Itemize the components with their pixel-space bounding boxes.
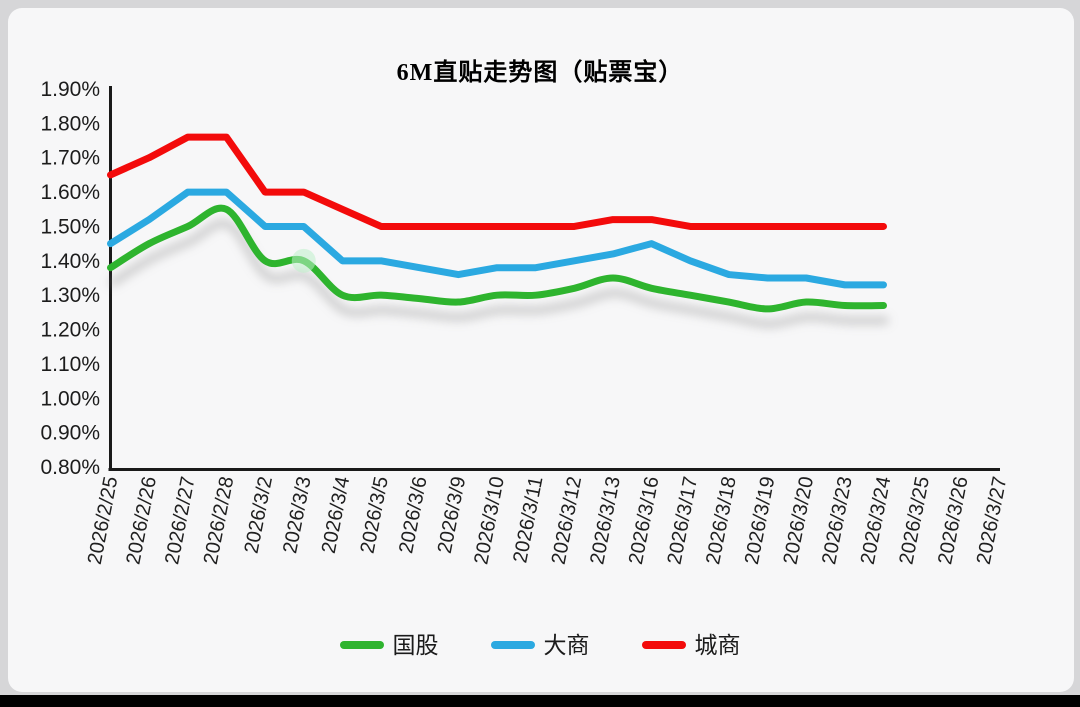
x-axis-tick-label: 2026/3/9 [434,475,470,556]
x-axis-tick-label: 2026/3/19 [741,475,780,567]
x-axis-tick-label: 2026/3/11 [509,475,547,565]
legend-item-1[interactable]: 大商 [490,631,590,659]
y-axis-tick-label: 1.60% [40,181,100,204]
chart-title: 6M直贴走势图（贴票宝） [396,60,684,86]
x-axis-tick-label: 2026/3/20 [780,475,819,567]
x-axis-tick-label: 2026/3/27 [973,475,1012,567]
x-axis-tick-label: 2026/3/12 [548,475,587,567]
y-axis-tick-label: 1.50% [40,215,100,238]
x-axis-tick-label: 2026/2/28 [200,475,239,567]
legend-label: 大商 [543,632,590,658]
x-axis-tick-label: 2026/3/17 [664,475,703,567]
x-axis-tick-label: 2026/2/26 [122,475,161,567]
x-axis-tick-label: 2026/3/10 [470,475,509,567]
x-axis-tick-label: 2026/2/25 [84,475,123,567]
x-axis-tick-label: 2026/3/5 [357,475,393,556]
y-axis-tick-label: 1.00% [40,387,100,410]
x-axis-tick-label: 2026/3/13 [586,475,625,567]
x-axis-tick-label: 2026/3/3 [279,475,315,556]
legend-item-2[interactable]: 城商 [641,631,741,659]
y-axis-tick-label: 1.10% [40,353,100,376]
y-axis-tick-label: 1.30% [40,284,100,307]
y-axis-tick-label: 0.90% [40,422,100,445]
x-axis-tick-label: 2026/3/25 [895,475,934,567]
series-line-0 [107,204,887,313]
x-axis-tick-label: 2026/3/6 [395,475,431,556]
y-axis-tick-label: 1.70% [40,147,100,170]
highlight-marker [291,248,316,273]
x-axis-tick-label: 2026/3/2 [241,475,277,556]
legend-swatch-icon [339,641,384,649]
x-axis-tick-label: 2026/3/18 [702,475,741,567]
y-axis-tick-label: 1.80% [40,112,100,135]
legend-label: 城商 [694,632,741,658]
x-axis-tick-label: 2026/2/27 [161,475,200,567]
legend-swatch-icon [490,641,535,649]
legend-swatch-icon [641,641,686,649]
legend-item-0[interactable]: 国股 [339,631,439,659]
x-axis-tick-label: 2026/3/26 [934,475,973,567]
series-line-2 [107,133,887,230]
y-axis-tick-label: 1.40% [40,250,100,273]
legend-label: 国股 [392,632,439,658]
x-axis-tick-label: 2026/3/23 [818,475,857,567]
chart-card [8,8,1074,692]
x-axis-tick-label: 2026/3/4 [318,475,354,556]
y-axis-tick-label: 1.90% [40,78,100,101]
x-axis-tick-label: 2026/3/16 [625,475,664,567]
chart-legend: 国股 大商 城商 [0,631,1080,659]
y-axis-tick-label: 1.20% [40,319,100,342]
series-line-1 [107,188,887,289]
x-axis-tick-label: 2026/3/24 [857,475,896,567]
y-axis-tick-label: 0.80% [40,456,100,479]
bottom-bar [0,695,1080,707]
